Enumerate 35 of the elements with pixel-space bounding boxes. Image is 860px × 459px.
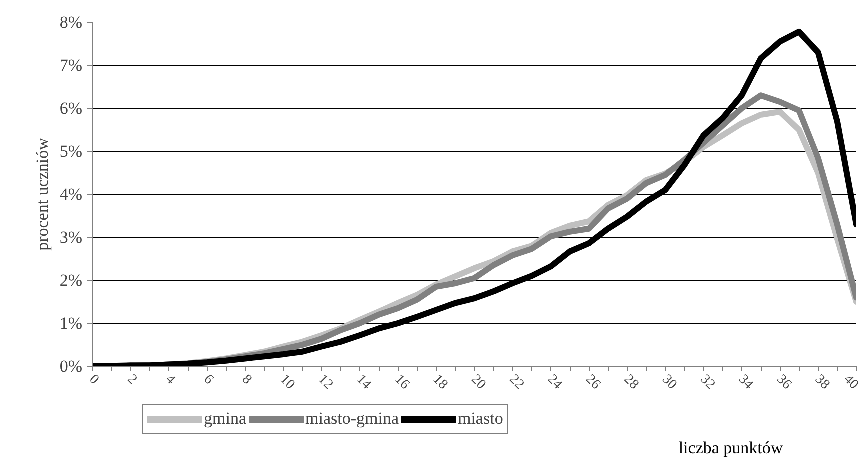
legend-label: miasto xyxy=(458,409,504,429)
x-tick-label: 34 xyxy=(736,372,756,393)
legend-label: gmina xyxy=(204,409,246,429)
x-tick-label: 22 xyxy=(506,372,527,393)
x-tick-label: 14 xyxy=(354,372,374,393)
x-tick-label: 4 xyxy=(162,372,178,388)
x-tick-label: 24 xyxy=(544,372,566,393)
y-axis-title: procent uczniów xyxy=(32,137,52,251)
y-tick-label: 8% xyxy=(60,13,83,32)
y-tick-label: 0% xyxy=(60,357,83,376)
legend-label: miasto-gmina xyxy=(306,409,399,429)
x-tick-label: 12 xyxy=(315,372,336,393)
x-tick-label: 28 xyxy=(620,372,642,393)
y-tick-label: 2% xyxy=(60,271,83,290)
x-tick-label: 18 xyxy=(430,372,450,393)
y-tick-label: 6% xyxy=(60,99,83,118)
x-tick-label: 8 xyxy=(238,372,254,388)
x-tick-label: 40 xyxy=(840,372,860,393)
y-tick-label: 1% xyxy=(60,314,83,333)
x-tick-label: 36 xyxy=(774,372,794,393)
x-tick-label: 32 xyxy=(697,372,718,393)
x-tick-label: 16 xyxy=(392,372,412,393)
x-tick-label: 10 xyxy=(277,372,298,393)
y-tick-label: 7% xyxy=(60,56,83,75)
x-tick-label: 30 xyxy=(659,372,680,393)
x-tick-label: 26 xyxy=(582,372,604,393)
x-tick-label: 6 xyxy=(200,372,216,388)
x-tick-label: 0 xyxy=(86,372,102,388)
x-tick-label: 38 xyxy=(812,372,832,393)
y-tick-label: 3% xyxy=(60,228,83,247)
x-tick-label: 2 xyxy=(124,372,140,388)
x-tick-label: 20 xyxy=(468,372,489,393)
y-tick-label: 5% xyxy=(60,142,83,161)
y-tick-label: 4% xyxy=(60,185,83,204)
x-axis-title: liczba punktów xyxy=(678,438,784,458)
